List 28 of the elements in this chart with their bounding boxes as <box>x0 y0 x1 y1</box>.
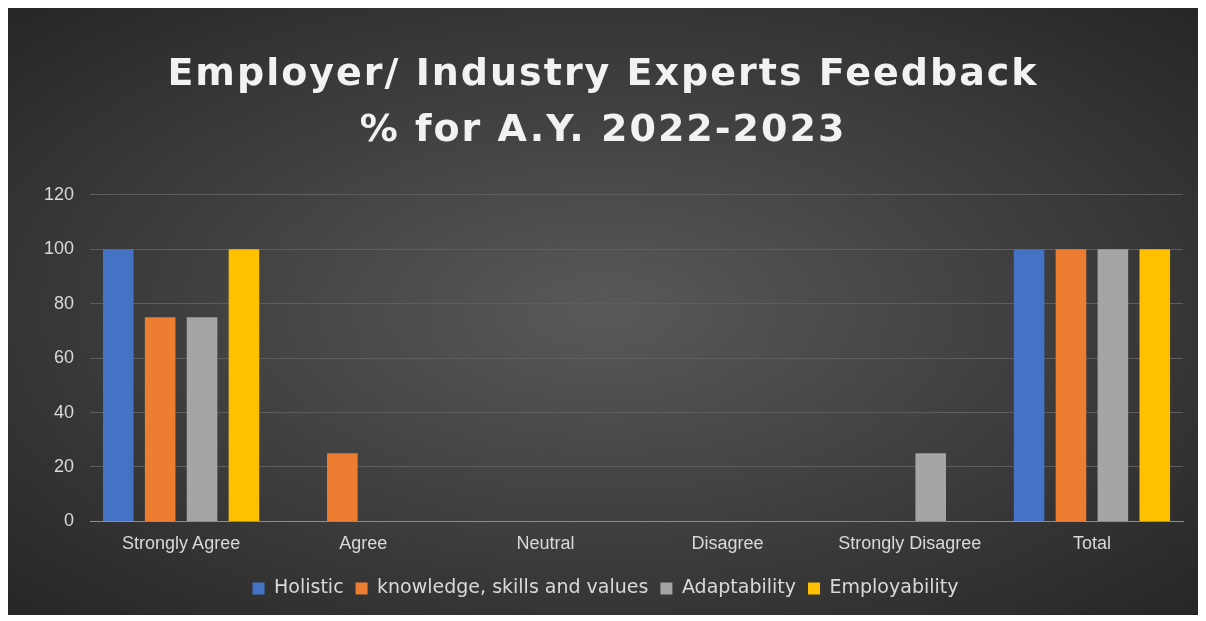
y-tick-label: 120 <box>43 183 75 204</box>
x-tick-label: Neutral <box>516 533 575 554</box>
bar <box>102 249 134 521</box>
bar <box>1097 249 1129 521</box>
y-tick-label: 100 <box>43 238 75 259</box>
y-tick-label: 80 <box>54 292 75 313</box>
x-tick-label: Strongly Agree <box>122 533 241 554</box>
x-tick-label: Total <box>1072 533 1111 554</box>
bar <box>186 317 218 521</box>
bar <box>144 317 176 521</box>
legend-label: Employability <box>829 575 959 598</box>
bar <box>228 249 260 521</box>
legend-label: knowledge, skills and values <box>377 575 649 598</box>
bar <box>1055 249 1087 521</box>
y-tick-label: 0 <box>64 510 75 531</box>
y-tick-label: 40 <box>54 401 75 422</box>
bar <box>327 453 358 521</box>
y-tick-label: 20 <box>54 455 75 476</box>
chart-title: Employer/ Industry Experts Feedback % for A.Y. 2022-2023 <box>166 49 1040 152</box>
x-tick-label: Disagree <box>691 533 764 554</box>
bar <box>915 453 946 521</box>
bar <box>1013 249 1045 521</box>
x-tick-label: Agree <box>339 533 388 554</box>
legend-label: Adaptability <box>681 575 797 598</box>
x-tick-label: Strongly Disagree <box>838 533 982 554</box>
bar <box>1139 249 1171 521</box>
legend-label: Holistic <box>274 575 344 598</box>
y-tick-label: 60 <box>54 347 75 368</box>
